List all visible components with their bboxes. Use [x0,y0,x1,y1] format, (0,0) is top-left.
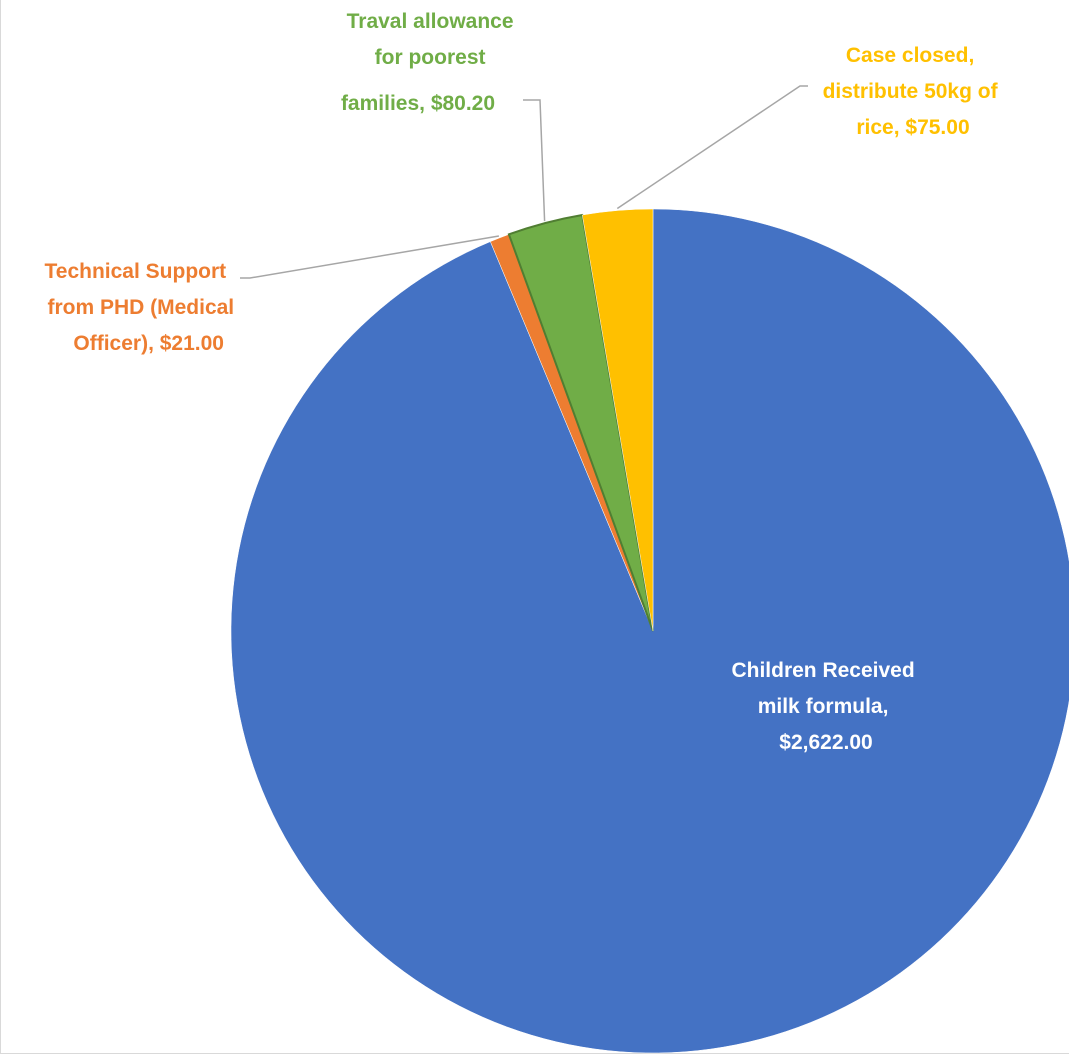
data-label-slice-1: Technical Support from PHD (Medical Offi… [45,260,240,355]
data-label-slice-0: Children Received milk formula, $2,622.0… [731,659,920,754]
leader-line-slice-3 [616,85,808,210]
leader-line-slice-1 [240,235,500,279]
leader-lines [240,85,808,279]
data-label-slice-3: Case closed, distribute 50kg of rice, $7… [823,44,1004,139]
leader-line-slice-2 [523,99,546,222]
data-label-slice-2: Traval allowance for poorest families, $… [341,10,519,115]
pie-slice-3 [581,208,654,632]
pie-slice-0 [230,208,1069,1054]
pie-slices [230,208,1069,1054]
